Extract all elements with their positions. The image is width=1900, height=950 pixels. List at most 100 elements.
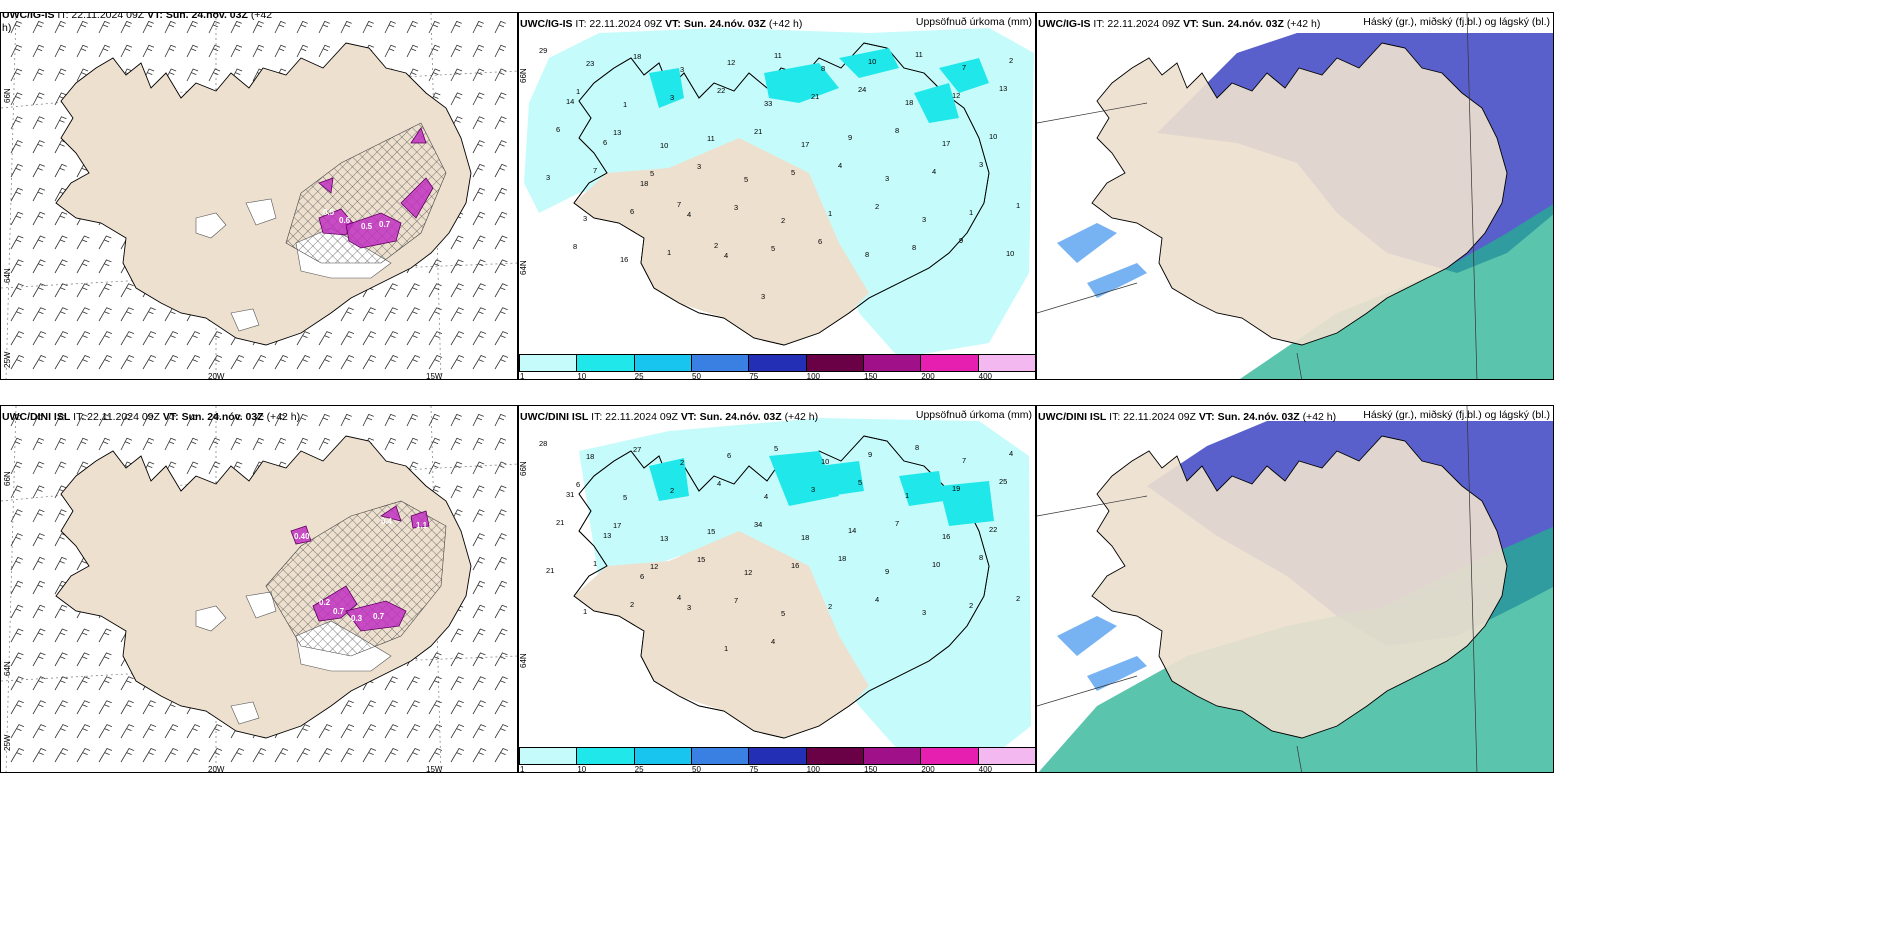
wind-barb [120, 676, 134, 691]
precip-value: 6 [640, 572, 644, 581]
precip-value: 4 [875, 595, 879, 604]
wind-barb [428, 331, 443, 346]
precip-value: 3 [687, 603, 691, 612]
wind-barb [32, 533, 45, 547]
wind-barb [494, 628, 508, 643]
blob [290, 525, 312, 545]
glacier-myrdalsjokull [230, 308, 260, 332]
precip-value: 3 [885, 174, 889, 183]
precip-value: 8 [915, 443, 919, 452]
precip-patch [819, 461, 864, 496]
precip-value: 7 [962, 456, 966, 465]
wind-barb [318, 331, 333, 346]
precip-value: 9 [885, 567, 889, 576]
precip-value: 6 [576, 480, 580, 489]
precip-value: 8 [821, 64, 825, 73]
wind-barb [472, 509, 485, 523]
precip-value: 15 [697, 555, 705, 564]
precip-value: 21 [811, 92, 819, 101]
precip-value: 8 [573, 242, 577, 251]
colorbar [519, 747, 1035, 765]
wind-barb [98, 748, 113, 763]
blob [318, 177, 334, 194]
colorbar-tick-label: 1 [520, 372, 525, 380]
wind-value-label: 0.5 [361, 222, 373, 231]
colorbar-tick-label: 10 [577, 372, 587, 380]
wind-barb [406, 44, 419, 58]
wind-barb [186, 461, 199, 475]
wind-barb [120, 20, 132, 34]
colorbar-cell [863, 355, 922, 371]
wind-barb [384, 700, 398, 715]
precip-value: 23 [586, 59, 594, 68]
panel-field-title: Háský (gr.), miðský (fj.bl.) og lágský (… [1363, 16, 1550, 28]
wind-barb [120, 331, 135, 346]
wind-barb [186, 748, 201, 763]
colorbar-tick-label: 150 [864, 765, 878, 773]
iceland-land [1091, 42, 1508, 346]
wind-barb [318, 20, 330, 34]
colorbar-tick-label: 400 [978, 765, 993, 773]
precip-value: 7 [734, 596, 738, 605]
wind-barb [362, 355, 377, 370]
blob [380, 505, 402, 522]
wind-barb [274, 355, 289, 370]
wind-barb [54, 509, 67, 523]
wind-barb [230, 748, 245, 763]
wind-barb [208, 724, 223, 739]
wind-barb [296, 748, 311, 763]
precip-value: 16 [620, 255, 628, 264]
wind-barb [472, 700, 486, 715]
precip-value: 2 [1016, 594, 1020, 603]
lon-label-20w: 20W [208, 372, 225, 380]
wind-barb [472, 652, 486, 667]
wind-barb [32, 355, 47, 370]
wind-barb [32, 44, 45, 58]
wind-barb [406, 437, 419, 451]
wind-barb [494, 116, 507, 130]
colorbar-cell [634, 355, 692, 371]
wind-barb [494, 187, 508, 202]
wind-barb [494, 68, 507, 82]
wind-barb [472, 187, 486, 202]
colorbar-cell [520, 748, 578, 764]
wind-barb [54, 235, 68, 250]
wind-barb [406, 283, 420, 298]
wind-barb [318, 437, 331, 451]
wind-barb [494, 235, 508, 250]
wind-barb [76, 259, 90, 274]
iceland-coast-top [573, 435, 990, 739]
colorbar [519, 354, 1035, 372]
precip-value: 17 [942, 139, 950, 148]
precip-value: 2 [714, 241, 718, 250]
wind-barb [76, 44, 89, 58]
wind-barb [98, 44, 111, 58]
wind-barb [274, 413, 286, 427]
wind-barb [340, 413, 352, 427]
wind-barb [10, 355, 25, 370]
wind-barb [494, 652, 508, 667]
wind-barb [164, 748, 179, 763]
precip-value: 29 [539, 46, 547, 55]
wind-barb [318, 724, 333, 739]
wind-barb [406, 724, 421, 739]
precip-value: 10 [1006, 249, 1014, 258]
precip-value: 6 [556, 125, 560, 134]
wind-barb [406, 355, 421, 370]
wind-barb [10, 413, 22, 427]
colorbar-cell [749, 355, 807, 371]
wind-barb [76, 307, 90, 322]
precip-value: 1 [576, 87, 580, 96]
precip-value: 3 [922, 608, 926, 617]
precip-value: 3 [734, 203, 738, 212]
precip-value: 10 [989, 132, 997, 141]
wind-barb [428, 437, 441, 451]
precip-value: 10 [868, 57, 876, 66]
wind-value-label: 0.7 [333, 607, 345, 616]
wind-barb [494, 485, 507, 499]
panel-field-title: Háský (gr.), miðský (fj.bl.) og lágský (… [1363, 409, 1550, 421]
wind-barb [120, 44, 133, 58]
precip-patch [899, 471, 944, 506]
glacier-hofsjokull [245, 198, 277, 226]
precip-value: 12 [952, 91, 960, 100]
